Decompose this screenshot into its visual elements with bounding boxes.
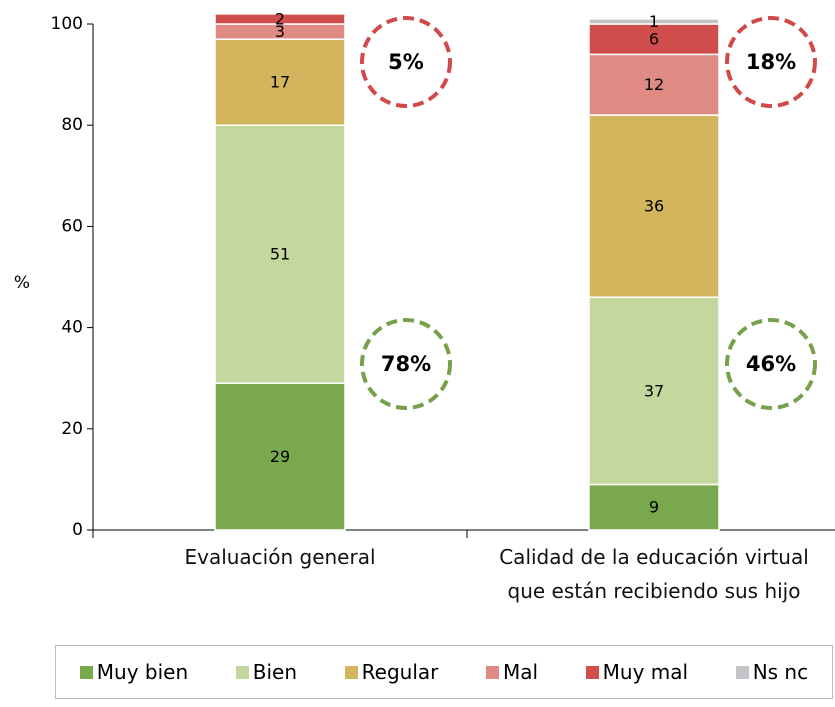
x-tick-label: Calidad de la educación virtual que está… <box>499 545 809 603</box>
x-tick-label: Evaluación general <box>184 545 376 569</box>
legend-item: Bien <box>235 660 298 684</box>
data-label: 2 <box>275 9 285 28</box>
legend-swatch <box>235 665 249 679</box>
legend-swatch <box>79 665 93 679</box>
data-label: 29 <box>270 447 290 466</box>
legend-item: Mal <box>485 660 539 684</box>
legend-label: Mal <box>502 660 539 684</box>
legend-swatch <box>585 665 599 679</box>
legend-item: Muy mal <box>585 660 689 684</box>
data-label: 51 <box>270 245 290 264</box>
data-label: 12 <box>644 75 664 94</box>
y-tick-label: 60 <box>61 216 83 236</box>
legend-label: Muy mal <box>602 660 689 684</box>
legend-item: Muy bien <box>79 660 189 684</box>
y-axis-label: % <box>14 273 30 293</box>
legend-item: Ns nc <box>735 660 809 684</box>
y-tick-label: 100 <box>51 14 83 34</box>
y-tick-label: 80 <box>61 115 83 135</box>
legend: Muy bien Bien Regular Mal Muy mal Ns nc <box>55 645 833 699</box>
annotation: 78% <box>381 352 431 376</box>
data-label: 6 <box>649 30 659 49</box>
bar-segment <box>588 114 720 298</box>
data-label: 17 <box>270 73 290 92</box>
bar-segment <box>588 18 720 25</box>
y-tick-label: 40 <box>61 318 83 338</box>
bar-segment <box>214 38 346 126</box>
bar-segment <box>214 382 346 531</box>
bar-segment <box>214 124 346 385</box>
legend-label: Ns nc <box>752 660 809 684</box>
y-tick-label: 20 <box>61 419 83 439</box>
annotation: 5% <box>388 50 424 74</box>
bar-segment <box>588 483 720 531</box>
legend-label: Regular <box>361 660 439 684</box>
data-label: 36 <box>644 197 664 216</box>
annotation-circle <box>725 318 817 410</box>
y-tick-label: 0 <box>72 520 83 540</box>
data-label: 3 <box>275 22 285 41</box>
legend-label: Bien <box>252 660 298 684</box>
annotation: 46% <box>746 352 796 376</box>
data-label: 37 <box>644 381 664 400</box>
bar-segment <box>214 13 346 25</box>
legend-swatch <box>344 665 358 679</box>
annotation-circle <box>360 318 452 410</box>
annotation: 18% <box>746 50 796 74</box>
annotation-circle <box>725 16 817 108</box>
data-label: 1 <box>649 12 659 31</box>
legend-swatch <box>735 665 749 679</box>
legend-swatch <box>485 665 499 679</box>
bar-segment <box>588 296 720 486</box>
legend-label: Muy bien <box>96 660 189 684</box>
annotation-circle <box>360 16 452 108</box>
legend-item: Regular <box>344 660 439 684</box>
data-label: 9 <box>649 498 659 517</box>
